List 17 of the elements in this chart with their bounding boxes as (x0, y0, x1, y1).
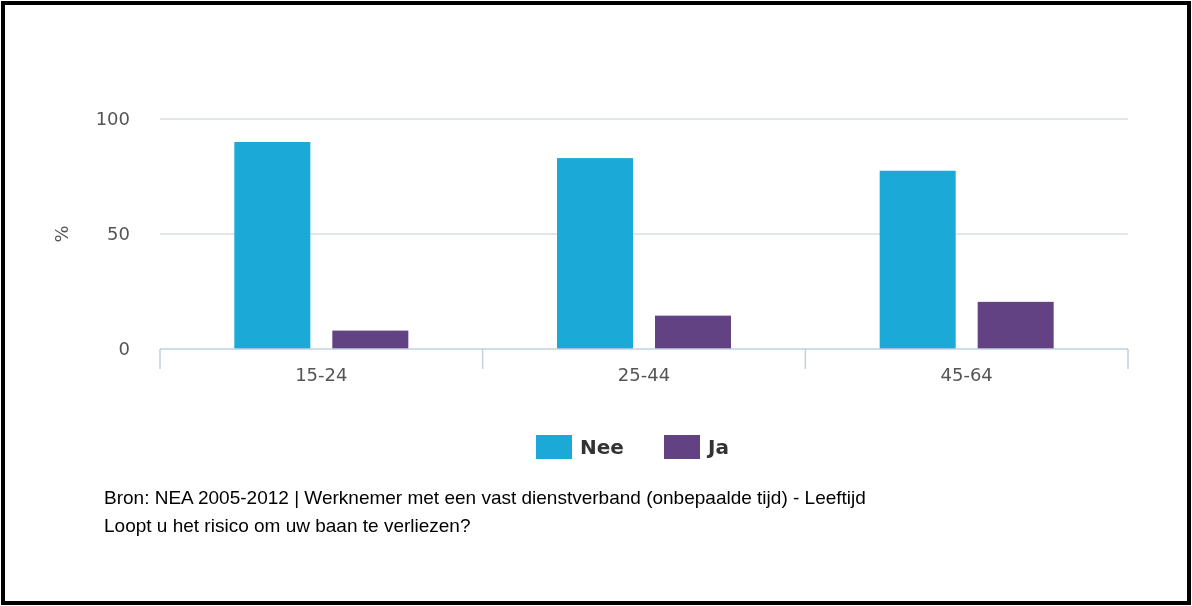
y-tick-label: 50 (107, 223, 130, 245)
bar (234, 142, 311, 349)
text: Loopt u het risico om uw baan te verliezen? (104, 515, 471, 536)
legend-label: Nee (580, 435, 624, 459)
x-tick-label: 25-44 (617, 364, 671, 385)
bar (977, 301, 1054, 349)
bar (557, 158, 633, 349)
bar (332, 330, 409, 349)
y-tick-label: 100 (95, 108, 130, 130)
bar (879, 170, 956, 349)
y-axis-title: % (51, 225, 72, 243)
x-tick-label: 45-64 (940, 364, 993, 385)
text: Bron: NEA 2005-2012 | Werknemer met een vast dienstverband (onbepaalde tijd) - Leeftijd (104, 487, 866, 508)
legend-label: Ja (706, 435, 729, 459)
bar (655, 315, 731, 349)
x-tick-label: 15-24 (295, 364, 348, 385)
y-tick-label: 0 (118, 338, 130, 360)
